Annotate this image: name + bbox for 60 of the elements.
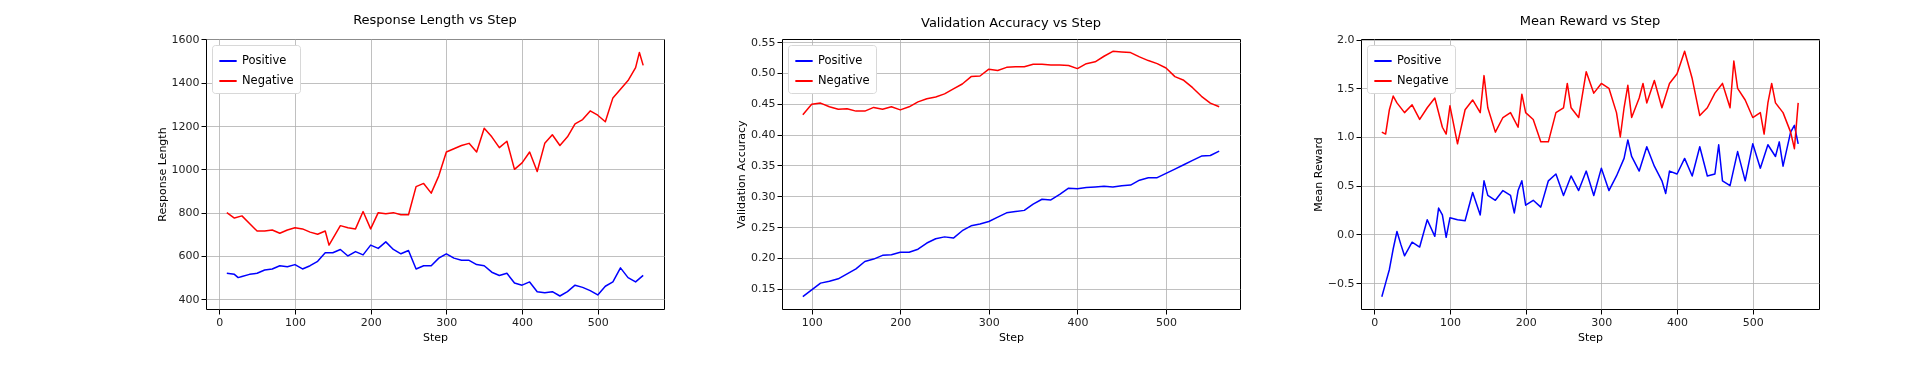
- chart-title: Validation Accuracy vs Step: [920, 15, 1102, 31]
- legend-label: Negative: [818, 73, 870, 87]
- x-tick-label: 500: [1156, 315, 1178, 329]
- y-tick-label: 1.0: [1337, 130, 1355, 144]
- x-axis-title: Step: [422, 330, 449, 344]
- y-tick-label: 1.5: [1337, 81, 1355, 95]
- chart-title: Mean Reward vs Step: [1519, 12, 1661, 28]
- line-series: [802, 50, 1220, 116]
- x-tick-label: 200: [360, 315, 382, 329]
- y-tick-label: 0.25: [751, 220, 776, 234]
- chart-title: Response Length vs Step: [353, 12, 517, 28]
- y-tick-label: 1600: [171, 32, 200, 46]
- x-tick-label: 200: [1515, 315, 1537, 329]
- y-tick-label: 800: [178, 206, 200, 220]
- line-series: [1381, 124, 1799, 298]
- y-tick-label: 0.30: [751, 189, 776, 203]
- line-series: [226, 51, 644, 246]
- y-tick-label: 0.40: [751, 128, 776, 142]
- y-tick-label: 400: [178, 292, 200, 306]
- x-tick-label: 100: [801, 315, 823, 329]
- y-tick-label: 600: [178, 249, 200, 263]
- y-axis-title: Response Length: [155, 127, 169, 222]
- legend-label: Positive: [818, 53, 863, 67]
- x-tick-label: 100: [1439, 315, 1461, 329]
- y-tick-label: 0.55: [751, 35, 776, 49]
- y-tick-label: −0.5: [1327, 276, 1355, 290]
- legend-label: Positive: [1397, 53, 1442, 67]
- x-tick-label: 300: [1591, 315, 1613, 329]
- x-tick-label: 200: [890, 315, 912, 329]
- x-tick-label: 100: [284, 315, 306, 329]
- y-tick-label: 0.0: [1337, 227, 1355, 241]
- legend-label: Negative: [1397, 73, 1449, 87]
- x-tick-label: 300: [978, 315, 1000, 329]
- y-tick-label: 1400: [171, 76, 200, 90]
- y-axis-title: Validation Accuracy: [735, 120, 749, 229]
- y-tick-label: 0.45: [751, 97, 776, 111]
- x-tick-label: 0: [216, 315, 224, 329]
- y-tick-label: 2.0: [1337, 33, 1355, 47]
- x-tick-label: 500: [1742, 315, 1764, 329]
- y-tick-label: 0.50: [751, 66, 776, 80]
- x-tick-label: 0: [1371, 315, 1379, 329]
- x-tick-label: 300: [436, 315, 458, 329]
- x-tick-label: 400: [512, 315, 534, 329]
- legend-label: Negative: [242, 73, 294, 87]
- y-tick-label: 0.5: [1337, 179, 1355, 193]
- y-tick-label: 1000: [171, 162, 200, 176]
- line-series: [1381, 50, 1799, 150]
- y-tick-label: 0.35: [751, 158, 776, 172]
- y-tick-label: 0.20: [751, 251, 776, 265]
- y-tick-label: 1200: [171, 119, 200, 133]
- x-tick-label: 400: [1667, 315, 1689, 329]
- x-tick-label: 400: [1067, 315, 1089, 329]
- line-series: [802, 150, 1220, 298]
- y-tick-label: 0.15: [751, 282, 776, 296]
- y-axis-title: Mean Reward: [1311, 137, 1325, 212]
- x-axis-title: Step: [1577, 330, 1604, 344]
- x-tick-label: 500: [587, 315, 609, 329]
- x-axis-title: Step: [998, 330, 1025, 344]
- legend-label: Positive: [242, 53, 287, 67]
- line-series: [226, 241, 644, 297]
